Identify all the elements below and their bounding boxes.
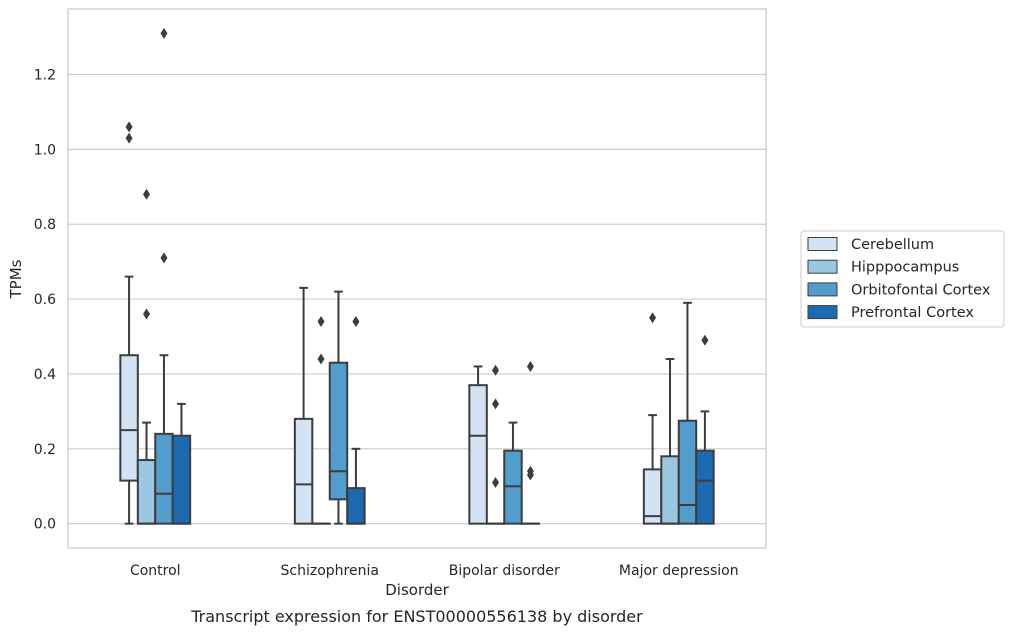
outlier-point bbox=[492, 476, 500, 488]
outlier-point bbox=[317, 353, 325, 365]
box-body bbox=[695, 449, 715, 525]
box-hipppocampus-schizophrenia bbox=[311, 316, 331, 525]
x-tick-label: Schizophrenia bbox=[281, 563, 379, 579]
outlier-point bbox=[701, 334, 709, 346]
y-axis-label: TPMs bbox=[7, 259, 25, 299]
box-body bbox=[136, 459, 157, 525]
y-tick-label: 1.0 bbox=[34, 142, 56, 158]
outlier-point bbox=[125, 121, 133, 133]
box-body bbox=[154, 432, 174, 525]
outlier-point bbox=[143, 308, 151, 320]
y-tick-label: 1.2 bbox=[34, 68, 56, 84]
legend-swatch-orbitofontal-cortex bbox=[807, 282, 838, 297]
outlier-point bbox=[125, 132, 133, 144]
box-orbitofontal-cortex-major-depression bbox=[677, 301, 698, 525]
box-orbitofontal-cortex-bipolar-disorder bbox=[503, 421, 523, 525]
box-prefrontal-cortex-control bbox=[171, 402, 192, 525]
legend-label-orbitofontal-cortex: Orbitofontal Cortex bbox=[851, 282, 991, 298]
box-body bbox=[468, 384, 488, 525]
legend: Cerebellum Hipppocampus Orbitofontal Corte… bbox=[800, 230, 1005, 328]
outlier-point bbox=[526, 465, 534, 477]
outlier-point bbox=[492, 364, 500, 376]
outlier-point bbox=[492, 398, 500, 410]
box-body bbox=[346, 487, 366, 525]
box-hipppocampus-bipolar-disorder bbox=[485, 364, 506, 525]
outlier-point bbox=[526, 360, 534, 372]
y-tick-label: 0.2 bbox=[34, 442, 56, 458]
box-body bbox=[171, 434, 192, 525]
box-body bbox=[660, 455, 680, 525]
boxes-layer bbox=[119, 27, 715, 525]
box-prefrontal-cortex-bipolar-disorder bbox=[520, 360, 541, 525]
box-body bbox=[293, 417, 314, 525]
box-prefrontal-cortex-major-depression bbox=[695, 334, 715, 525]
box-cerebellum-control bbox=[119, 121, 139, 525]
box-orbitofontal-cortex-control bbox=[154, 27, 174, 525]
legend-label-cerebellum: Cerebellum bbox=[851, 237, 934, 253]
box-cerebellum-major-depression bbox=[642, 312, 663, 525]
legend-swatch-prefrontal-cortex bbox=[807, 305, 838, 320]
box-cerebellum-bipolar-disorder bbox=[468, 365, 488, 525]
x-tick-labels: Control Schizophrenia Bipolar disorder Majo… bbox=[130, 563, 739, 579]
legend-label-hipppocampus: Hipppocampus bbox=[851, 260, 959, 276]
legend-swatch-hipppocampus bbox=[807, 259, 838, 274]
legend-frame bbox=[800, 230, 1005, 328]
y-tick-label: 0.6 bbox=[34, 292, 56, 308]
x-tick-label: Major depression bbox=[619, 563, 739, 579]
y-tick-label: 0.4 bbox=[34, 367, 56, 383]
outlier-point bbox=[143, 188, 151, 200]
box-hipppocampus-major-depression bbox=[660, 357, 680, 525]
x-tick-label: Control bbox=[130, 563, 181, 579]
y-tick-labels: 0.0 0.2 0.4 0.6 0.8 1.0 1.2 bbox=[34, 68, 56, 533]
outlier-point bbox=[352, 316, 360, 328]
legend-label-prefrontal-cortex: Prefrontal Cortex bbox=[851, 305, 974, 321]
box-hipppocampus-control bbox=[136, 188, 157, 525]
box-body bbox=[677, 419, 698, 525]
box-cerebellum-schizophrenia bbox=[293, 286, 314, 525]
chart-caption: Transcript expression for ENST0000055613… bbox=[190, 607, 643, 626]
y-tick-label: 0.0 bbox=[34, 517, 56, 533]
y-tick-label: 0.8 bbox=[34, 217, 56, 233]
box-orbitofontal-cortex-schizophrenia bbox=[328, 290, 349, 525]
box-prefrontal-cortex-schizophrenia bbox=[346, 316, 366, 525]
box-body bbox=[119, 354, 139, 482]
x-axis-label: Disorder bbox=[385, 581, 449, 599]
outlier-point bbox=[649, 312, 657, 324]
box-body bbox=[328, 361, 349, 501]
plot-frame bbox=[67, 8, 767, 549]
x-tick-label: Bipolar disorder bbox=[449, 563, 560, 579]
legend-swatch-cerebellum bbox=[807, 237, 838, 251]
outlier-point bbox=[160, 252, 168, 264]
outlier-point bbox=[317, 316, 325, 328]
outlier-point bbox=[160, 27, 168, 39]
